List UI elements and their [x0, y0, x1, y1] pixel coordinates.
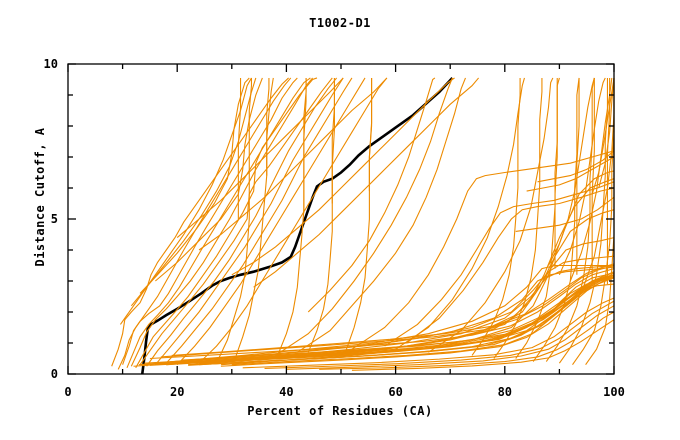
- series-far-right-cluster-2: [558, 77, 606, 276]
- series-cross-diag-2: [275, 77, 453, 356]
- series-vert-90-1: [554, 77, 558, 269]
- series-dense-band-16: [182, 274, 615, 361]
- series-upper-right-group-1: [395, 77, 525, 350]
- series-steep-left-group-6: [135, 77, 318, 369]
- y-axis-label: Distance Cutoff, A: [33, 127, 47, 267]
- series-cross-diag-1: [297, 77, 467, 353]
- series-plateau-right-2: [526, 156, 615, 192]
- series-mid-plateau-3: [198, 77, 388, 251]
- series-low-flat-5: [351, 319, 615, 371]
- series-dense-band-13: [149, 268, 615, 360]
- series-vert-90-4: [606, 77, 611, 285]
- series-mid-group-4: [165, 77, 353, 364]
- x-tick-label: 40: [279, 385, 293, 399]
- series-vert-left-4: [331, 77, 336, 204]
- series-mid-group-3: [154, 77, 344, 366]
- series-tail-right-1: [591, 77, 615, 195]
- series-mid-plateau-2: [253, 77, 480, 288]
- series-plateau-right-3: [515, 196, 615, 232]
- x-tick-label: 80: [498, 385, 512, 399]
- series-cross-diag-5: [384, 181, 615, 347]
- series-steep-left-group-3: [122, 77, 298, 365]
- series-mid-plateau-4: [176, 77, 344, 239]
- series-vertical-jump-1: [235, 77, 274, 356]
- series-right-mid-fan-7: [209, 178, 615, 363]
- axes-layer: 0 20 40 60 80 100 0 5 10: [44, 57, 625, 399]
- series-right-mid-fan-8: [220, 170, 615, 366]
- series-plateau-right-1: [537, 150, 615, 183]
- series-cross-diag-3: [307, 77, 436, 313]
- series-upper-right-group-2: [428, 77, 554, 353]
- series-dense-band-7: [177, 271, 615, 364]
- series-vert-left-3: [303, 77, 307, 213]
- series-steep-left-group-4: [126, 77, 311, 369]
- series-low-flat-1: [242, 297, 615, 369]
- series-vertical-jump-2: [218, 77, 253, 359]
- series-steep-left-group-2: [117, 77, 292, 370]
- x-tick-label: 0: [64, 385, 71, 399]
- chart-title: T1002-D1: [309, 16, 371, 30]
- series-right-steep-4: [532, 77, 580, 362]
- series-dense-band-12: [231, 274, 615, 366]
- series-vert-90-2: [576, 77, 580, 275]
- y-tick-label: 5: [51, 212, 58, 226]
- series-right-steep-2: [493, 77, 543, 359]
- series-vert-left-2: [266, 77, 270, 176]
- series-vert-left-1: [237, 77, 242, 219]
- x-tick-label: 60: [388, 385, 402, 399]
- series-right-steep-1: [471, 77, 521, 356]
- series-upper-left-fan-1: [155, 77, 263, 282]
- series-low-flat-2: [264, 300, 615, 369]
- series-steep-left-group-1: [111, 77, 289, 367]
- series-mid-group-6: [198, 77, 388, 364]
- series-steep-left-group-5: [130, 77, 314, 367]
- series-right-steep-5: [545, 77, 595, 362]
- series-mid-group-5: [176, 77, 366, 366]
- series-dense-band-14: [160, 264, 615, 358]
- x-tick-label: 20: [170, 385, 184, 399]
- series-upper-left-fan-4: [119, 77, 252, 325]
- y-tick-label: 10: [44, 57, 58, 71]
- series-vert-90-3: [591, 77, 595, 281]
- series-mid-plateau-1: [231, 77, 455, 276]
- x-tick-label: 100: [603, 385, 625, 399]
- series-dense-band-15: [171, 263, 615, 356]
- series-vertical-jump-5: [344, 77, 373, 353]
- series-right-mid-fan-1: [144, 264, 614, 366]
- series-low-flat-3: [286, 305, 615, 370]
- series-low-flat-4: [319, 311, 615, 370]
- series-reference-model: [140, 77, 454, 375]
- series-dense-band-5: [155, 274, 615, 365]
- x-axis-label: Percent of Residues (CA): [247, 404, 433, 418]
- series-far-right-cluster-1: [547, 77, 595, 266]
- series-tail-right-2: [598, 77, 615, 189]
- series-vert-left-5: [368, 77, 373, 192]
- y-tick-label: 0: [51, 367, 58, 381]
- series-cross-diag-4: [351, 150, 615, 350]
- series-upper-left-fan-3: [130, 77, 257, 307]
- series-dense-band-11: [220, 276, 615, 367]
- series-layer: [111, 77, 615, 375]
- series-mid-group-2: [146, 77, 338, 367]
